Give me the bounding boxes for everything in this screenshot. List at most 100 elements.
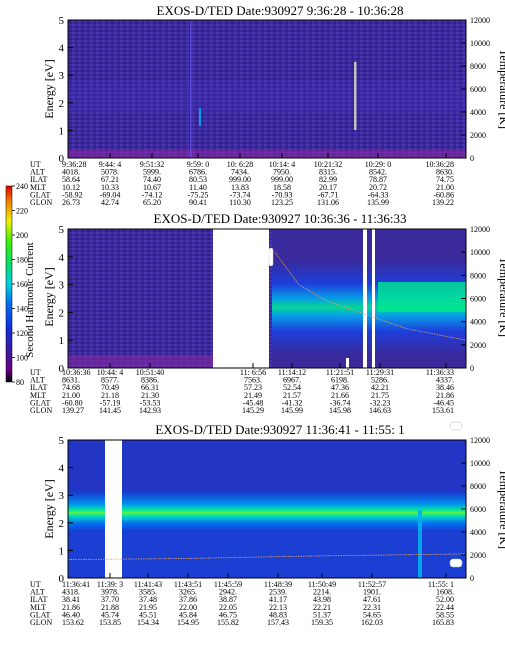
table-cell: 9:59: 0	[187, 160, 209, 169]
colorbar-tick-label: 160	[16, 280, 28, 289]
panel-1-y2label: Temperature [K]	[497, 49, 505, 129]
table-cell: -73.74	[230, 190, 251, 199]
table-row-label: ILAT	[30, 383, 47, 392]
panel-2-temperature-trace	[274, 251, 467, 341]
table-cell: 1608.	[436, 588, 454, 597]
table-cell: 10:14: 4	[269, 160, 295, 169]
table-cell: -64.33	[368, 190, 389, 199]
table-cell: 999.00	[271, 175, 293, 184]
table-cell: 46.75	[219, 610, 237, 619]
table-row-label: MLT	[30, 603, 46, 612]
panel-1-spectrogram	[68, 20, 466, 158]
table-cell: 58.64	[62, 175, 80, 184]
y2-tick-label: 0	[470, 574, 474, 583]
table-cell: 6967.	[283, 376, 301, 385]
table-cell: 5999.	[143, 168, 161, 177]
y2-tick-label: 8000	[470, 271, 486, 280]
table-cell: 20.72	[369, 183, 387, 192]
table-cell: 21.95	[139, 603, 157, 612]
table-cell: 2942.	[219, 588, 237, 597]
colorbar-label: Second Harmonic Current	[24, 242, 36, 357]
table-cell: -45.48	[243, 398, 264, 407]
panel-3-marker-b	[449, 558, 463, 568]
table-cell: -69.04	[100, 190, 121, 199]
y-tick-label: 5	[59, 15, 65, 27]
table-cell: 4318.	[62, 588, 80, 597]
panel-1-lowband	[68, 150, 466, 158]
panel-3-upper	[68, 440, 466, 492]
table-cell: -46.45	[433, 398, 454, 407]
panel-3-ylabel: Energy [eV]	[42, 479, 56, 538]
table-cell: 22.44	[436, 603, 454, 612]
colorbar-tick-label: 240	[16, 182, 28, 191]
panel-3-spike	[418, 510, 422, 578]
table-cell: 22.21	[313, 603, 331, 612]
table-cell: 8630.	[436, 168, 454, 177]
y2-tick-label: 8000	[470, 482, 486, 491]
table-cell: 154.34	[137, 618, 159, 627]
table-cell: 42.21	[371, 383, 389, 392]
table-cell: 45.74	[101, 610, 119, 619]
table-cell: 135.99	[367, 198, 389, 207]
panel-1-band	[68, 82, 466, 112]
table-cell: 7563.	[244, 376, 262, 385]
table-cell: 21.57	[283, 391, 301, 400]
table-cell: 11:52:57	[358, 580, 386, 589]
panel-2-lowband	[68, 355, 213, 368]
panel-3-marker-a	[449, 421, 463, 431]
table-cell: 11: 6:56	[240, 368, 266, 377]
table-cell: 8631.	[62, 376, 80, 385]
table-cell: 42.74	[101, 198, 119, 207]
table-cell: 6198.	[331, 376, 349, 385]
colorbar-tick-label: 200	[16, 231, 28, 240]
panel-1: EXOS-D/TED Date:930927 9:36:28 - 10:36:2…	[30, 3, 505, 207]
table-cell: -57.19	[100, 398, 121, 407]
table-cell: 47.36	[331, 383, 349, 392]
table-row-label: GLAT	[30, 398, 51, 407]
colorbar-tick-label: 120	[16, 329, 28, 338]
table-cell: 10.12	[62, 183, 80, 192]
table-cell: 123.25	[271, 198, 293, 207]
table-cell: 67.21	[101, 175, 119, 184]
y2-tick-label: 4000	[470, 108, 486, 117]
table-cell: 7950.	[273, 168, 291, 177]
table-cell: 52.54	[283, 383, 301, 392]
table-cell: -60.86	[433, 190, 454, 199]
table-cell: 57.23	[244, 383, 262, 392]
y-tick-label: 2	[59, 307, 65, 319]
panel-2-title: EXOS-D/TED Date:930927 10:36:36 - 11:36:…	[154, 211, 407, 226]
table-cell: 37.86	[179, 595, 197, 604]
table-cell: 4337.	[436, 376, 454, 385]
table-cell: 3978.	[101, 588, 119, 597]
table-cell: 153.62	[62, 618, 84, 627]
y-tick-label: 5	[59, 435, 65, 447]
table-cell: 10:51:40	[136, 368, 164, 377]
table-cell: 157.43	[267, 618, 289, 627]
table-cell: 9:36:28	[62, 160, 86, 169]
panel-2-bright-band	[378, 282, 466, 312]
table-cell: 11:14:12	[278, 368, 306, 377]
table-row-label: GLAT	[30, 190, 51, 199]
panel-2-gap-b	[363, 229, 367, 368]
table-cell: 154.95	[177, 618, 199, 627]
y-tick-label: 2	[59, 518, 65, 530]
panel-3-y2label: Temperature [K]	[497, 469, 505, 549]
table-cell: 43.98	[313, 595, 331, 604]
table-cell: 3265.	[179, 588, 197, 597]
table-cell: 37.48	[139, 595, 157, 604]
colorbar-tick-label: 80	[16, 378, 24, 387]
y-tick-label: 0	[59, 153, 65, 165]
y2-tick-label: 10000	[470, 248, 490, 257]
table-cell: -74.12	[142, 190, 163, 199]
panel-3-left-ticks: 0 1 2 3 4 5	[59, 435, 73, 585]
panel-1-gap	[354, 62, 357, 130]
table-cell: 26.73	[62, 198, 80, 207]
table-cell: 11:55: 1	[428, 580, 454, 589]
y-tick-label: 0	[59, 573, 65, 585]
table-cell: 2539.	[269, 588, 287, 597]
y2-tick-label: 12000	[470, 16, 490, 25]
table-cell: 145.99	[281, 406, 303, 415]
table-cell: 65.20	[143, 198, 161, 207]
table-cell: 11:36:41	[62, 580, 90, 589]
